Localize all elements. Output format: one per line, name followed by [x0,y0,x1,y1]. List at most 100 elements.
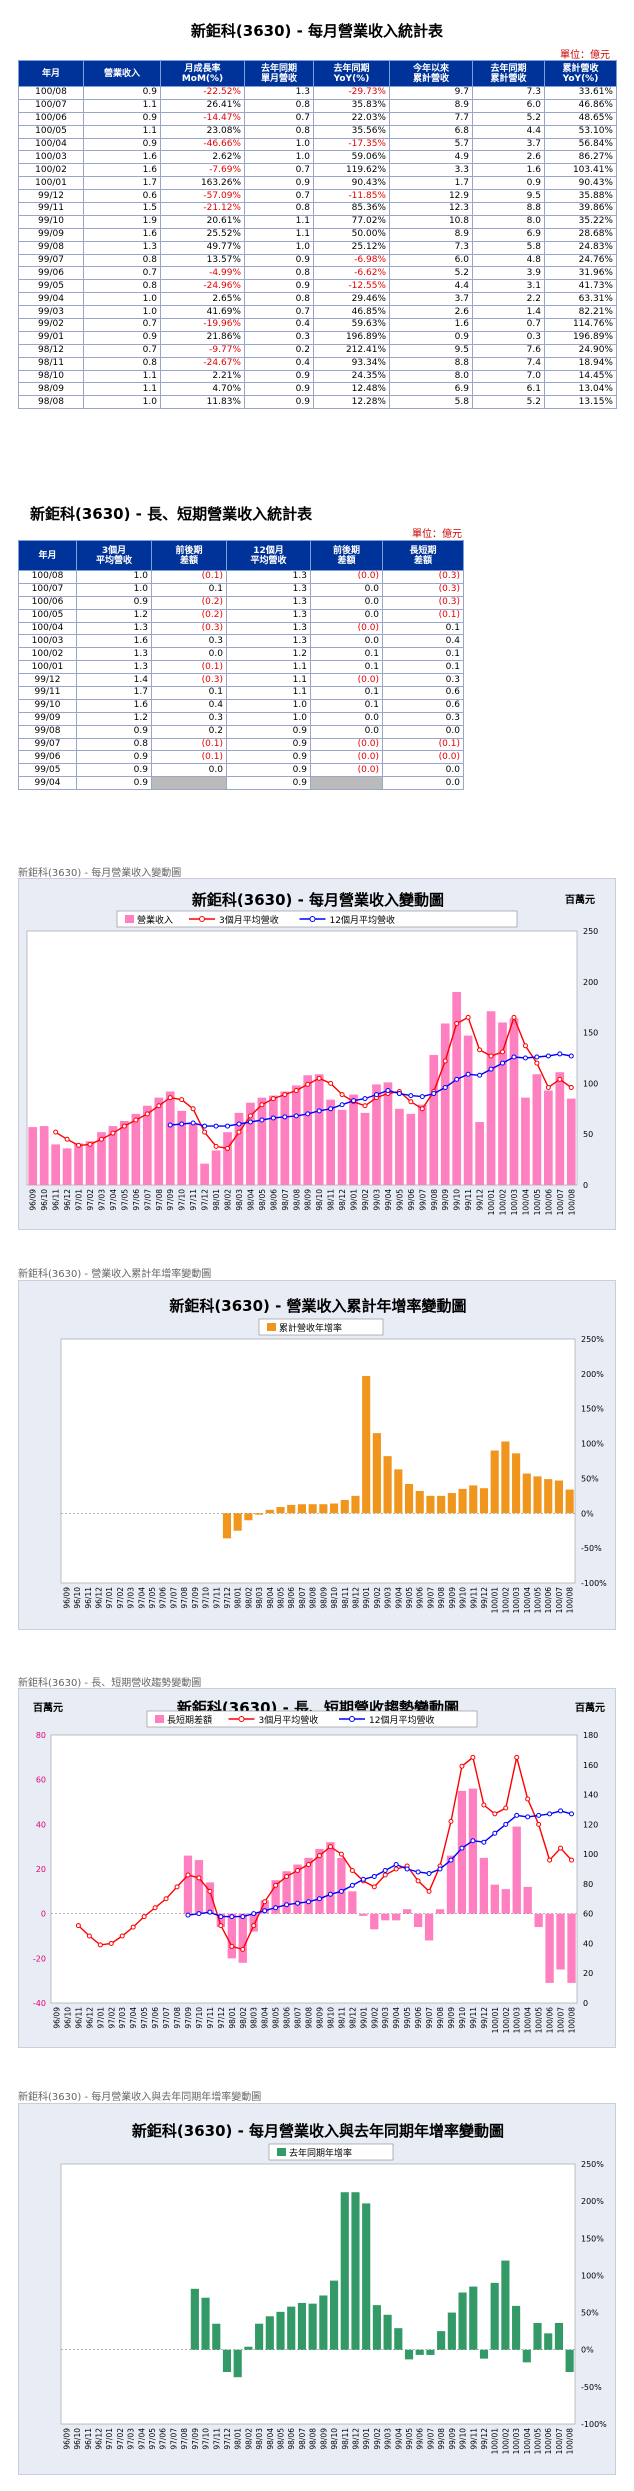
table-cell: 0.6 [382,686,464,700]
bar-98/01 [211,1150,221,1185]
table-cell: 1.6 [83,150,161,165]
chart-legend [258,1318,384,1336]
x-tick: 97/01 [105,1587,114,1609]
table-cell: 8.8 [472,202,545,216]
table-cell: 5.2 [389,266,473,281]
table-row: 99/08 0.9 0.2 0.9 0.0 0.0 [18,724,464,739]
table-cell: 1.0 [83,395,161,410]
point-100/08 [568,1084,574,1090]
x-tick: 98/06 [269,1189,278,1211]
table-header-1: 營業收入 [83,60,161,87]
point-99/07 [419,1094,425,1100]
table-cell: 99/04 [18,292,84,307]
point-98/04 [262,1908,268,1914]
y-tick-left: 0 [41,1910,46,1919]
x-tick: 96/11 [52,1189,61,1211]
x-tick: 97/10 [178,1189,187,1211]
x-tick: 97/08 [155,1189,164,1211]
table-cell: 98/11 [18,356,84,371]
table-cell: 99/05 [18,763,77,778]
table-cell: 6.0 [472,98,545,113]
bar-99/02 [372,2305,381,2350]
table-row: 99/10 1.9 20.61% 1.1 77.02% 10.8 8.0 35.22% [18,214,617,229]
point-99/12 [481,1802,487,1808]
point-97/07 [163,1896,169,1902]
x-tick: 98/04 [266,1587,275,1609]
table-cell: 59.06% [313,150,390,165]
bar-99/12 [479,2349,489,2359]
bar-98/01 [227,1913,236,1959]
bar-98/05 [257,1097,267,1185]
table-cell: 28.68% [544,227,617,242]
bar-99/11 [469,2286,478,2350]
x-tick: 98/06 [283,2007,292,2029]
table-cell: 22.03% [313,111,390,126]
table-cell: 1.7 [83,176,161,191]
x-tick: 98/05 [272,2007,281,2029]
table-cell: 1.2 [226,647,311,662]
table-cell: 99/05 [18,279,84,294]
x-tick: 96/11 [84,1587,93,1609]
x-tick: 99/09 [448,2428,457,2450]
table-row: 99/04 0.9 0.9 0.0 [18,776,464,791]
table-cell: 1.1 [83,369,161,384]
x-tick: 99/07 [426,1587,435,1609]
x-tick: 97/08 [180,2428,189,2450]
x-tick: 99/09 [448,1587,457,1609]
bar-99/06 [413,1913,423,1928]
bar-98/09 [319,1504,328,1514]
point-99/02 [362,1103,368,1109]
point-100/02 [503,1821,509,1827]
point-99/09 [448,1857,454,1863]
bar-100/05 [533,2322,542,2350]
y-tick-right: 100% [581,1440,604,1449]
table-row: 100/06 0.9 (0.2) 1.3 0.0 (0.3) [18,595,464,610]
table-cell: 8.9 [389,227,473,242]
table-cell: 90.43% [313,176,390,191]
bar-99/04 [394,1469,403,1514]
x-tick: 97/04 [109,1189,118,1211]
table-cell: 0.8 [244,202,314,216]
x-tick: 100/07 [555,2428,564,2455]
bar-97/10 [201,2297,210,2350]
table-cell: 0.0 [382,724,464,739]
point-98/06 [284,1873,290,1879]
series-line-1 [77,1756,573,1951]
table-cell: 1.1 [83,98,161,113]
table-cell: 90.43% [544,176,617,191]
table-cell: 20.61% [160,214,245,229]
table-cell: 100/01 [18,176,84,191]
x-tick: 97/06 [151,2007,160,2029]
table-cell: 1.3 [76,621,152,636]
table-cell: 100/08 [18,86,84,100]
x-tick: 97/04 [137,2428,146,2450]
table-cell: 1.0 [244,137,314,152]
y-tick-left: -40 [33,1999,46,2008]
x-tick: 100/08 [567,1189,576,1216]
table-cell: 98/12 [18,343,84,358]
bar-100/07 [554,2322,564,2350]
x-tick: 99/06 [407,1189,416,1211]
table-cell: 0.9 [76,750,152,765]
bar-98/11 [340,1500,349,1514]
bar-98/08 [304,1857,313,1914]
x-tick: 100/05 [534,1587,543,1614]
table-cell: 1.0 [244,150,314,165]
table-cell: 98/09 [18,382,84,397]
bar-99/11 [463,1035,473,1185]
bar-98/04 [246,1102,255,1185]
point-98/09 [316,1853,322,1859]
x-tick: 98/09 [304,1189,313,1211]
table-cell: 2.6 [389,305,473,320]
bar-98/12 [337,1109,347,1185]
bar-100/04 [522,2349,531,2363]
point-98/07 [295,1900,301,1906]
point-97/12 [218,1914,224,1920]
table-cell: 0.9 [389,330,473,345]
bar-98/09 [319,2295,328,2350]
chart-title: 新鉅科(3630) - 營業收入累計年增率變動圖 [169,1297,466,1315]
x-tick: 98/02 [244,2428,253,2450]
bar-96/09 [28,1127,38,1185]
chart-title: 新鉅科(3630) - 每月營業收入與去年同期年增率變動圖 [132,2122,504,2140]
